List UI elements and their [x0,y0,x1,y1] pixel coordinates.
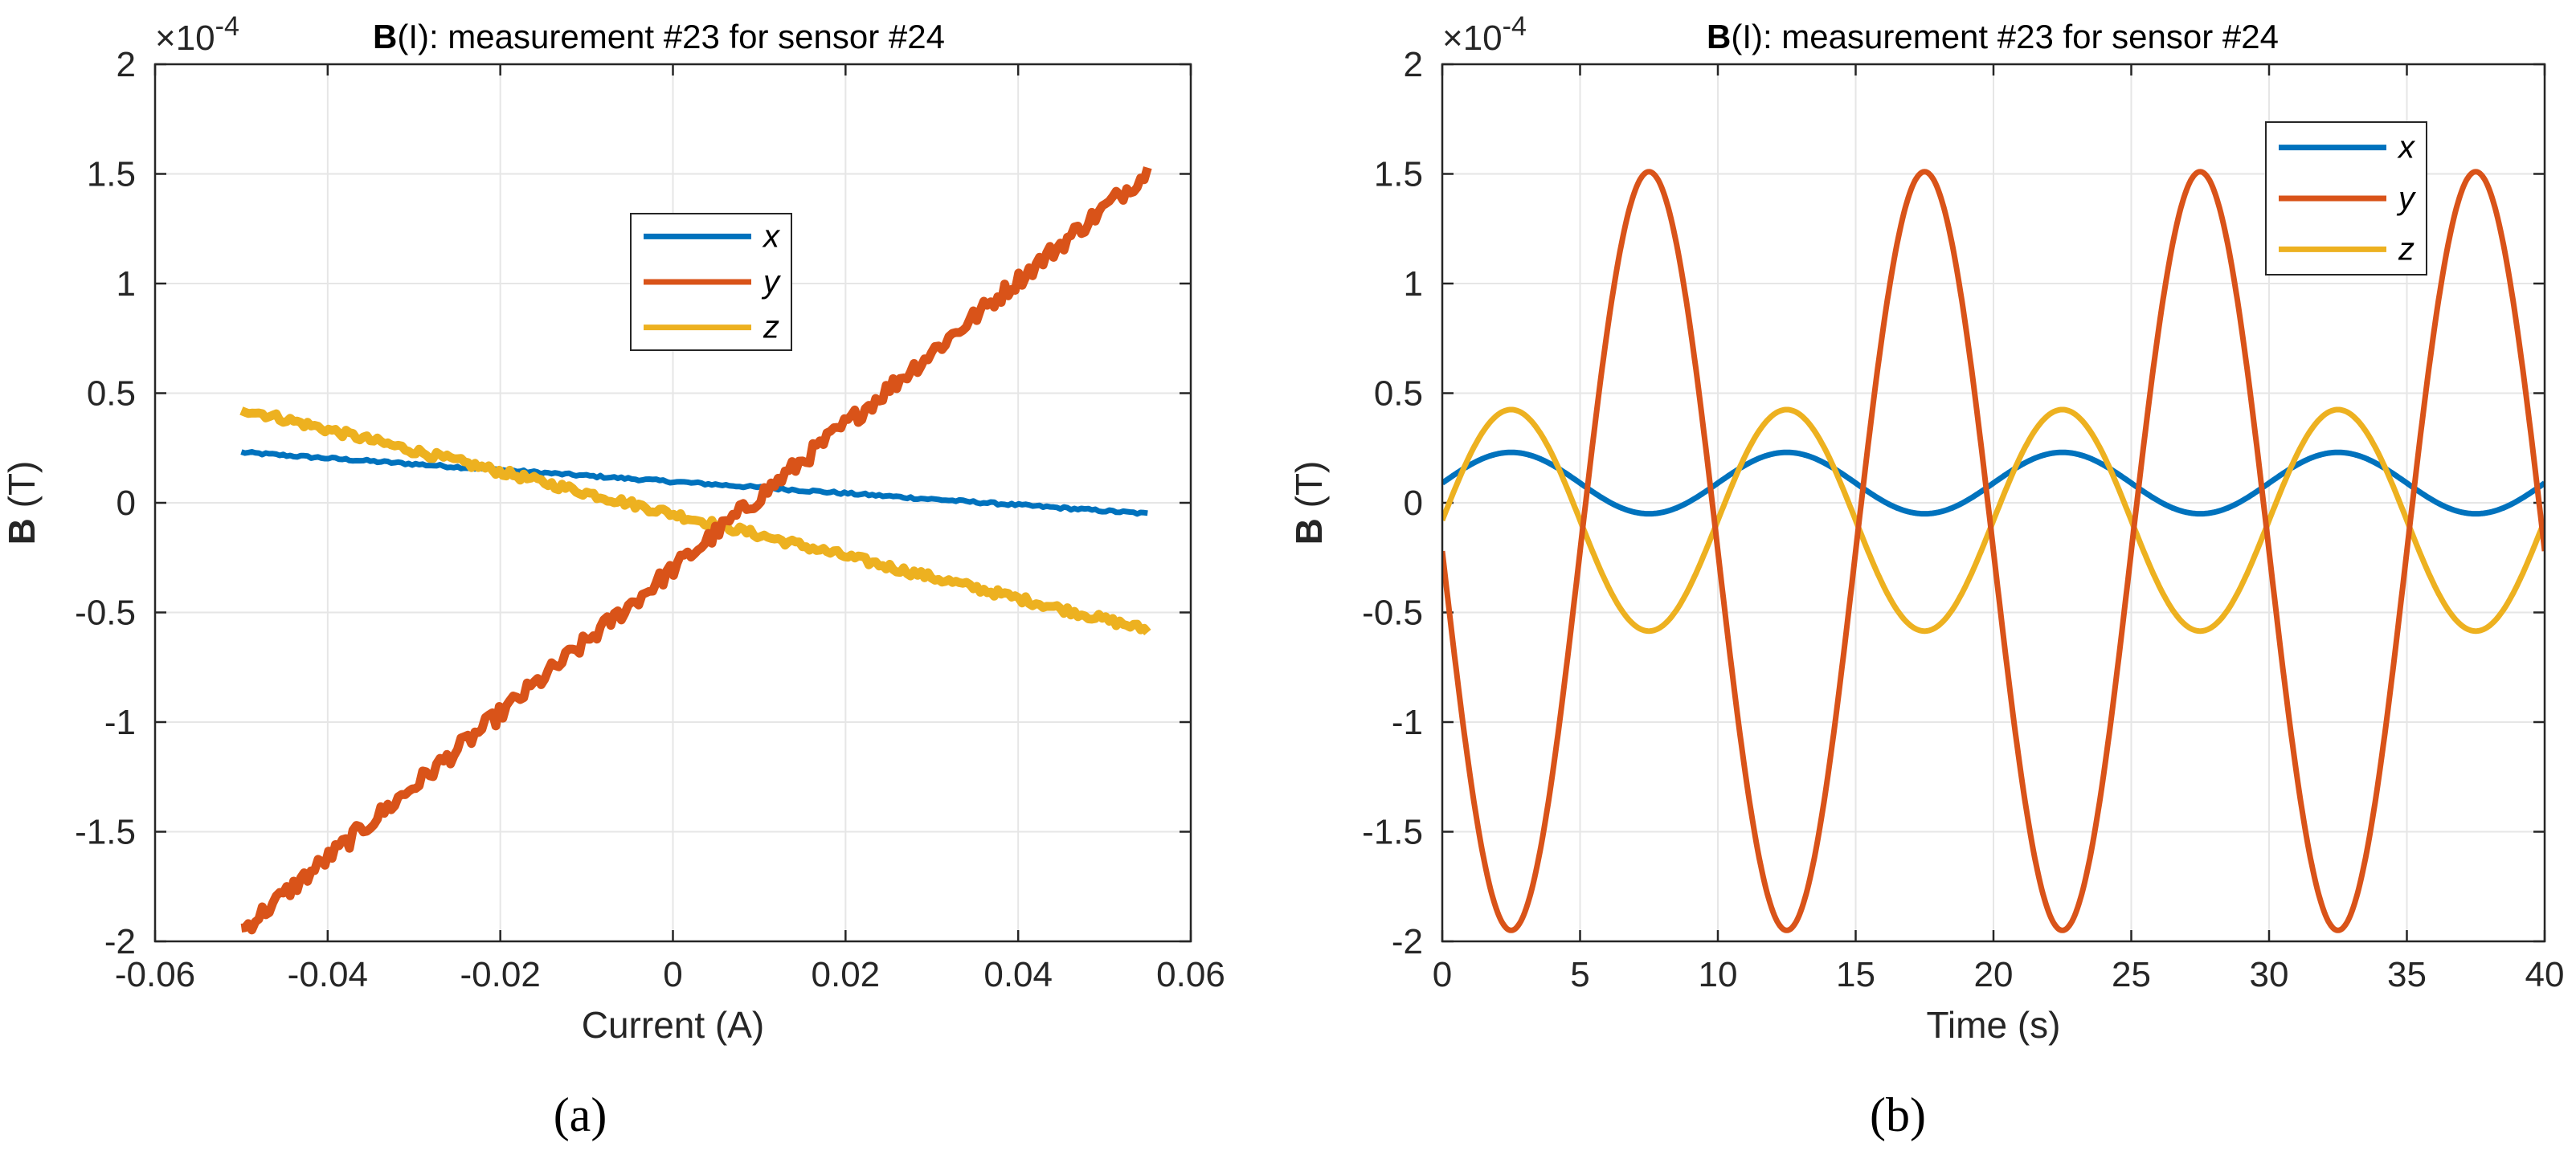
y-tick-label: 2 [1404,45,1423,84]
y-tick-label: -2 [1392,922,1423,961]
x-tick-label: 25 [2112,955,2151,994]
x-tick-label: 0.06 [1156,955,1225,994]
panel-label-b: (b) [1870,1088,1926,1141]
y-axis-label: B (T) [1,461,43,545]
y-tick-label: -2 [104,922,136,961]
y-tick-label: 0.5 [87,374,136,414]
y-tick-label: 2 [117,45,136,84]
legend-label-z: z [763,310,779,345]
y-tick-label: 0 [1404,484,1423,523]
y-tick-label: 0.5 [1374,374,1423,414]
plot-frame [1441,63,2546,943]
x-tick-label: 35 [2387,955,2427,994]
plot-frame [153,63,1192,943]
chart-a: -0.06 -0.04 -0.02 0 0.02 0.04 0.06 -2 -1.5 -1 -0.5… [1,11,1225,1046]
x-tick-label: 20 [1974,955,2014,994]
x-tick-label: 15 [1836,955,1875,994]
x-tick-label: 30 [2250,955,2289,994]
series-x-line [1442,449,2545,517]
x-axis-label: Current (A) [582,1004,764,1046]
legend-label-y: y [2396,181,2417,216]
series-x-line [240,449,1148,517]
chart-title: B(I): measurement #23 for sensor #24 [373,18,945,55]
y-axis-label: B (T) [1288,461,1330,545]
x-tick-label: 0 [1433,955,1452,994]
y-tick-label: -1.5 [1362,813,1423,852]
x-tick-label: -0.02 [460,955,541,994]
axis-multiplier: ×10-4 [1442,11,1527,58]
x-tick-label: -0.06 [115,955,195,994]
y-tick-label: 0 [117,484,136,523]
x-tick-label: 5 [1570,955,1589,994]
legend-label-z: z [2398,231,2414,267]
series-y-line [240,166,1152,935]
x-tick-label: 0 [663,955,682,994]
legend-label-y: y [761,264,782,300]
series-z-line [1442,406,2545,635]
y-tick-label: 1.5 [87,155,136,194]
chart-title: B(I): measurement #23 for sensor #24 [1707,18,2279,55]
x-tick-label: 0.02 [812,955,881,994]
axis-multiplier: ×10-4 [155,11,239,58]
panel-label-a: (a) [554,1088,607,1141]
series-y-line [1442,169,2545,933]
y-tick-label: -1 [1392,703,1423,742]
y-tick-label: -1 [104,703,136,742]
x-tick-label: 40 [2525,955,2565,994]
legend-label-x: x [762,218,781,254]
series-z-line [239,406,1151,635]
x-tick-label: 10 [1699,955,1738,994]
y-tick-label: 1.5 [1374,155,1423,194]
y-tick-label: -0.5 [1362,594,1423,633]
y-tick-label: 1 [117,264,136,304]
y-tick-label: 1 [1404,264,1423,304]
legend-label-x: x [2397,130,2416,165]
x-tick-label: 0.04 [983,955,1053,994]
x-axis-label: Time (s) [1927,1004,2061,1046]
y-tick-label: -1.5 [75,813,136,852]
y-tick-label: -0.5 [75,594,136,633]
chart-b: 0 5 10 15 20 25 30 35 40 -2 -1.5 -1 -0.5 0 0.5 1 1.5 2 ×10… [1288,11,2564,1046]
x-tick-label: -0.04 [288,955,368,994]
